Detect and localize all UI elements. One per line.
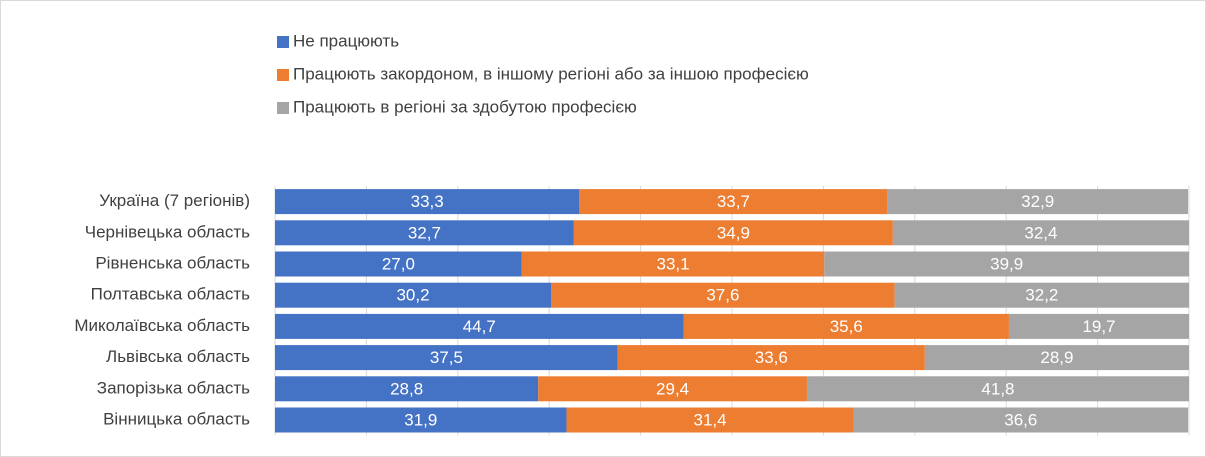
data-label: 33,1: [657, 254, 690, 273]
bar-segment: [824, 251, 1189, 277]
bar-segment: [275, 376, 539, 402]
data-label: 39,9: [990, 254, 1023, 273]
data-label: 35,6: [830, 317, 863, 336]
bar-segment: [275, 313, 684, 339]
y-tick-label: Полтавська область: [91, 285, 251, 304]
bar-segment: [275, 282, 552, 308]
data-label: 31,4: [694, 410, 727, 429]
bar-segment: [566, 407, 854, 433]
data-label: 31,9: [404, 410, 437, 429]
bar-segment: [275, 251, 522, 277]
data-label: 28,9: [1040, 348, 1073, 367]
data-label: 32,9: [1021, 192, 1054, 211]
data-label: 27,0: [382, 254, 415, 273]
data-label: 36,6: [1004, 410, 1037, 429]
bar-segment: [1008, 313, 1189, 339]
y-tick-label: Рівненська область: [95, 253, 250, 272]
data-label: 32,4: [1024, 223, 1057, 242]
y-tick-label: Україна (7 регіонів): [99, 191, 250, 210]
bar-segment: [551, 282, 895, 308]
bar-segment: [892, 220, 1189, 246]
data-label: 33,3: [411, 192, 444, 211]
y-tick-label: Львівська область: [106, 347, 250, 366]
data-label: 30,2: [396, 286, 429, 305]
bar-segment: [538, 376, 807, 402]
data-label: 19,7: [1082, 317, 1115, 336]
data-label: 37,5: [430, 348, 463, 367]
bar-segment: [275, 220, 574, 246]
data-label: 37,6: [706, 286, 739, 305]
legend-swatch: [277, 102, 289, 114]
bar-segment: [887, 189, 1189, 215]
y-tick-label: Вінницька область: [103, 409, 250, 428]
bar-segment: [683, 313, 1009, 339]
y-tick-label: Чернівецька область: [85, 222, 250, 241]
bar-segment: [579, 189, 888, 215]
data-label: 34,9: [717, 223, 750, 242]
bar-segment: [924, 345, 1189, 371]
data-label: 28,8: [390, 379, 423, 398]
bar-segment: [275, 345, 618, 371]
bar-segment: [521, 251, 825, 277]
data-label: 33,6: [755, 348, 788, 367]
y-tick-label: Миколаївська область: [74, 316, 250, 335]
bar-segment: [573, 220, 893, 246]
data-label: 32,7: [408, 223, 441, 242]
bar-segment: [894, 282, 1189, 308]
bar-segment: [275, 407, 567, 433]
bar-segment: [853, 407, 1189, 433]
legend-swatch: [277, 69, 289, 81]
legend-label: Працюють закордоном, в іншому регіоні аб…: [293, 64, 809, 83]
legend-swatch: [277, 36, 289, 48]
data-label: 29,4: [656, 379, 689, 398]
data-label: 33,7: [717, 192, 750, 211]
bar-segment: [806, 376, 1189, 402]
data-label: 44,7: [463, 317, 496, 336]
legend-label: Працюють в регіоні за здобутою професією: [293, 97, 637, 116]
y-tick-label: Запорізька область: [97, 378, 250, 397]
data-label: 41,8: [981, 379, 1014, 398]
bar-segment: [275, 189, 580, 215]
bar-segment: [617, 345, 925, 371]
data-label: 32,2: [1025, 286, 1058, 305]
legend-label: Не працюють: [293, 31, 399, 50]
